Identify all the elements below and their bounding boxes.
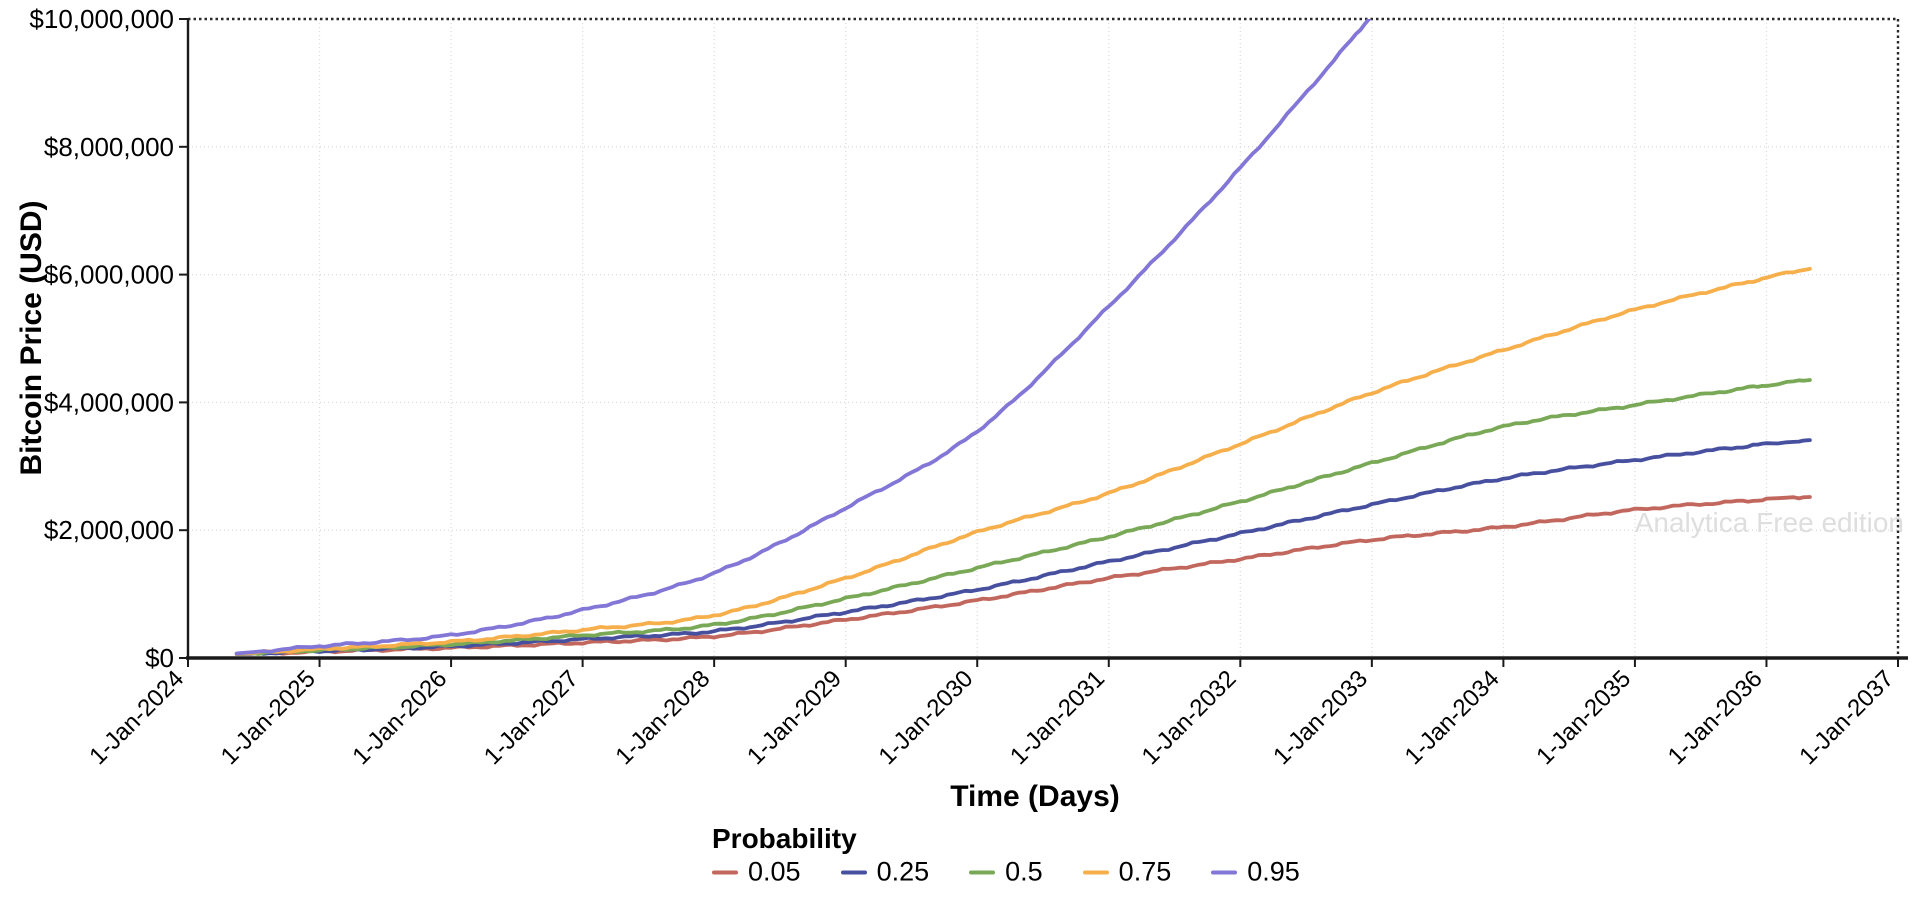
series-line-0.75 [234,266,1812,656]
x-tick-label: 1-Jan-2025 [216,665,321,770]
y-tick-label: $2,000,000 [44,515,174,545]
x-tick-label: 1-Jan-2037 [1794,665,1899,770]
x-tick-label: 1-Jan-2031 [1005,665,1110,770]
legend-swatch-0.75 [1082,870,1109,874]
x-tick-label: 1-Jan-2034 [1400,665,1505,770]
y-tick-label: $0 [145,643,174,673]
legend-label: 0.25 [876,856,930,887]
legend-swatch-0.5 [969,870,996,874]
x-tick-label: 1-Jan-2033 [1268,665,1373,770]
x-tick-label: 1-Jan-2024 [84,665,189,770]
x-tick-label: 1-Jan-2027 [479,665,584,770]
legend-label: 0.05 [748,856,801,887]
legend-label: 0.95 [1247,856,1300,887]
legend-item-0.05: 0.05 [712,856,801,887]
series-line-0.25 [234,438,1812,656]
legend-item-0.95: 0.95 [1211,856,1300,887]
series-line-0.5 [234,378,1812,656]
y-tick-label: $6,000,000 [44,260,174,290]
y-tick-label: $10,000,000 [29,4,174,34]
y-axis-title: Bitcoin Price (USD) [15,200,48,476]
legend-title: Probability [712,823,857,854]
legend-item-0.5: 0.5 [969,856,1043,887]
legend: 0.05 0.25 0.5 0.75 0.95 [712,856,1300,887]
x-tick-label: 1-Jan-2029 [742,665,847,770]
series-line-0.05 [234,495,1812,657]
watermark-text: Analytica Free edition [1634,507,1904,538]
legend-item-0.25: 0.25 [840,856,930,887]
x-tick-label: 1-Jan-2036 [1663,665,1768,770]
x-tick-label: 1-Jan-2026 [347,665,452,770]
x-tick-label: 1-Jan-2028 [610,665,715,770]
x-tick-label: 1-Jan-2032 [1137,665,1242,770]
y-tick-label: $4,000,000 [44,387,174,417]
legend-swatch-0.95 [1211,870,1238,874]
x-tick-label: 1-Jan-2030 [874,665,979,770]
x-tick-label: 1-Jan-2035 [1531,665,1636,770]
legend-swatch-0.25 [840,870,867,874]
y-tick-label: $8,000,000 [44,132,174,162]
legend-label: 0.75 [1118,856,1172,887]
x-axis-title: Time (Days) [950,780,1120,813]
legend-swatch-0.05 [712,870,738,874]
legend-item-0.75: 0.75 [1082,856,1172,887]
series-line-0.95 [234,19,1372,656]
legend-label: 0.5 [1005,856,1043,887]
